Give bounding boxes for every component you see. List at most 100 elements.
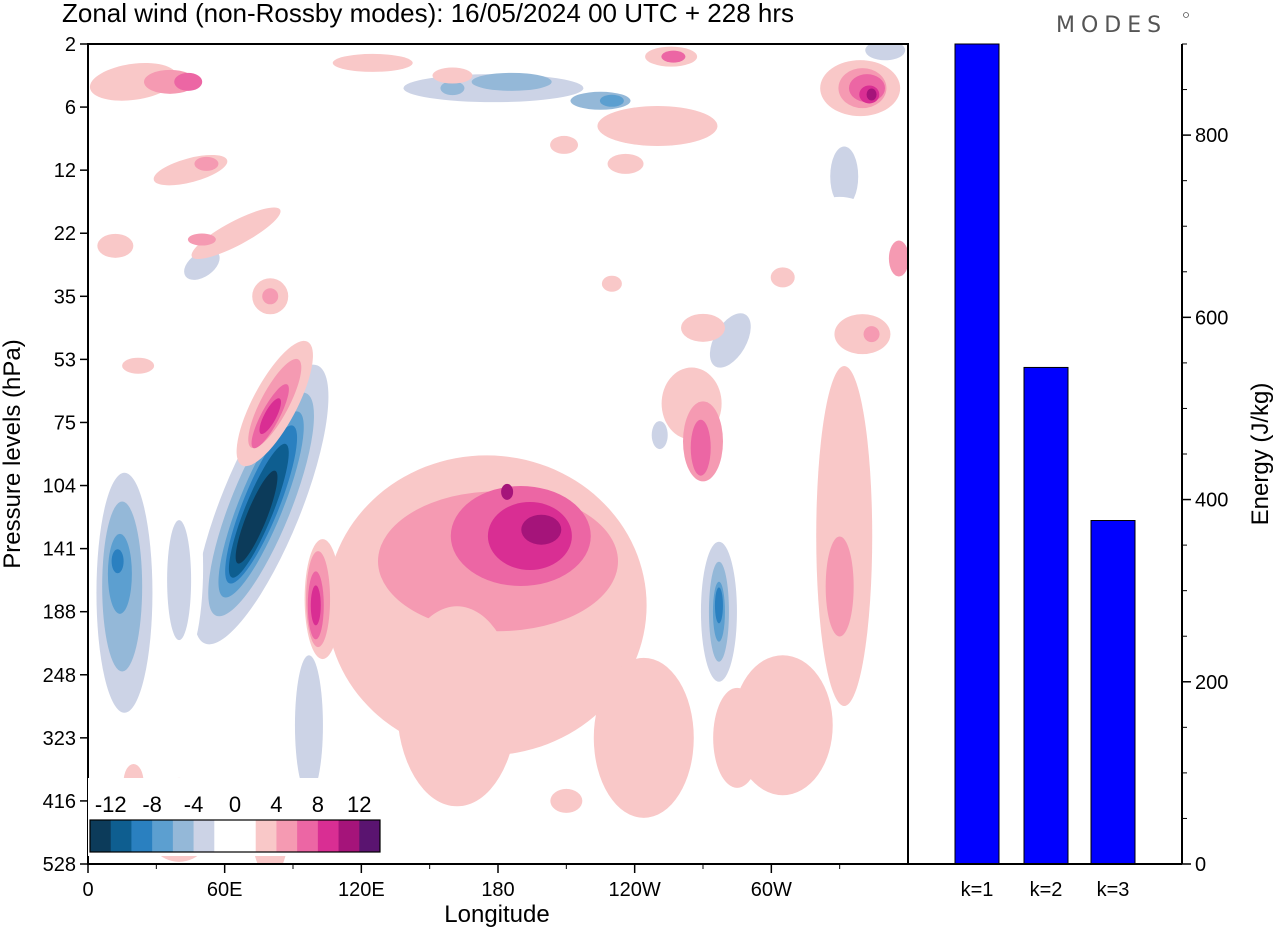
contour-patch: [550, 788, 583, 813]
contour-patch: [607, 153, 644, 174]
energy-y-tick-label: 400: [1195, 490, 1228, 512]
colorbar-label: 4: [270, 792, 282, 817]
y-tick-label: 75: [54, 412, 76, 434]
contour-patch: [690, 419, 711, 476]
logo-mark-icon: [1183, 12, 1189, 18]
contour-patch: [107, 533, 132, 614]
contour-patch: [440, 81, 465, 96]
contour-patch: [111, 549, 124, 574]
energy-y-tick-label: 0: [1195, 854, 1206, 876]
contour-patch: [866, 88, 877, 101]
y-tick-label: 248: [43, 665, 76, 687]
contour-patch: [651, 421, 668, 450]
contour-patch: [97, 233, 134, 258]
contour-patch: [599, 94, 624, 107]
y-tick-label: 323: [43, 728, 76, 750]
contour-patch: [191, 207, 281, 259]
energy-bar: [954, 43, 1000, 865]
contour-patch: [294, 655, 323, 796]
modes-logo: MODES: [1056, 13, 1167, 38]
contour-patch: [597, 106, 718, 146]
contour-patch: [555, 249, 600, 268]
energy-bar: [1023, 366, 1069, 865]
colorbar-swatch: [110, 820, 132, 852]
x-tick-label: 0: [82, 879, 93, 901]
y-tick-label: 2: [65, 34, 76, 56]
contour-patch: [332, 53, 413, 72]
colorbar-label: 0: [229, 792, 241, 817]
y-tick-label: 35: [54, 286, 76, 308]
colorbar-label: 12: [347, 792, 371, 817]
heatmap-field: [88, 44, 908, 864]
contour-patch: [194, 156, 219, 171]
y-tick-label: 141: [43, 539, 76, 561]
contour-patch: [432, 67, 473, 84]
contour-patch: [397, 606, 517, 807]
energy-axis-label: Energy (J/kg): [1247, 383, 1274, 526]
colorbar: -12 -8 -4 0 4 8 12: [88, 778, 382, 856]
contour-patch: [187, 233, 216, 246]
contour-patch: [122, 357, 155, 374]
contour-patch: [601, 275, 622, 292]
bar-category-label: k=1: [961, 879, 994, 901]
contour-patch: [816, 366, 873, 706]
contour-patch: [863, 326, 880, 343]
contour-patch: [714, 587, 723, 624]
contour-patch: [174, 72, 203, 91]
contour-patch: [593, 657, 694, 818]
y-tick-label: 416: [43, 791, 76, 813]
bar-category-label: k=2: [1030, 879, 1063, 901]
x-tick-label: 120W: [609, 879, 661, 901]
colorbar-swatch: [255, 820, 277, 852]
contour-patch: [830, 146, 859, 207]
contour-patch: [262, 288, 279, 305]
contour-patch: [310, 585, 321, 626]
x-tick-label: 60E: [207, 879, 243, 901]
colorbar-swatch: [172, 820, 195, 852]
y-tick-label: 188: [43, 602, 76, 624]
colorbar-swatch: [338, 820, 360, 852]
x-axis-label: Longitude: [444, 901, 549, 928]
contour-patch: [259, 398, 282, 435]
contour-patch: [681, 313, 725, 342]
energy-y-tick-label: 600: [1195, 307, 1228, 329]
colorbar-label: -12: [95, 792, 127, 817]
colorbar-swatch: [317, 820, 340, 852]
energy-bars: k=1 k=2 k=3: [954, 43, 1136, 901]
colorbar-label: -8: [142, 792, 162, 817]
y-tick-label: 528: [43, 854, 76, 876]
energy-bar: [1090, 520, 1136, 865]
colorbar-swatch: [276, 820, 298, 852]
contour-patch: [521, 514, 562, 545]
colorbar-swatch: [131, 820, 153, 852]
energy-y-tick-label: 800: [1195, 125, 1228, 147]
contour-patch: [834, 314, 891, 355]
contour-patch: [888, 240, 908, 277]
x-tick-label: 60W: [751, 879, 792, 901]
colorbar-label: 8: [312, 792, 324, 817]
contour-patch: [825, 536, 854, 637]
colorbar-label: -4: [184, 792, 204, 817]
colorbar-frame: [89, 819, 381, 853]
contour-patch: [533, 797, 554, 818]
contour-patch: [770, 267, 795, 288]
contour-patch: [167, 520, 192, 641]
contour-patch: [501, 483, 514, 500]
contour-patch: [713, 687, 762, 788]
y-tick-label: 12: [54, 160, 76, 182]
colorbar-swatch: [359, 820, 381, 852]
y-axis-label: Pressure levels (hPa): [0, 339, 26, 568]
x-tick-label: 180: [481, 879, 514, 901]
y-tick-label: 22: [54, 223, 76, 245]
contour-patch: [709, 313, 751, 368]
contour-patch: [235, 470, 278, 564]
energy-axes: 0 200 400 600 800 Energy (J/kg): [907, 43, 1274, 876]
chart-title: Zonal wind (non-Rossby modes): 16/05/202…: [62, 0, 794, 28]
contour-patch: [865, 44, 906, 61]
colorbar-swatch: [214, 820, 236, 852]
bar-category-label: k=3: [1097, 879, 1130, 901]
contour-patch: [471, 72, 552, 91]
y-tick-label: 53: [54, 349, 76, 371]
